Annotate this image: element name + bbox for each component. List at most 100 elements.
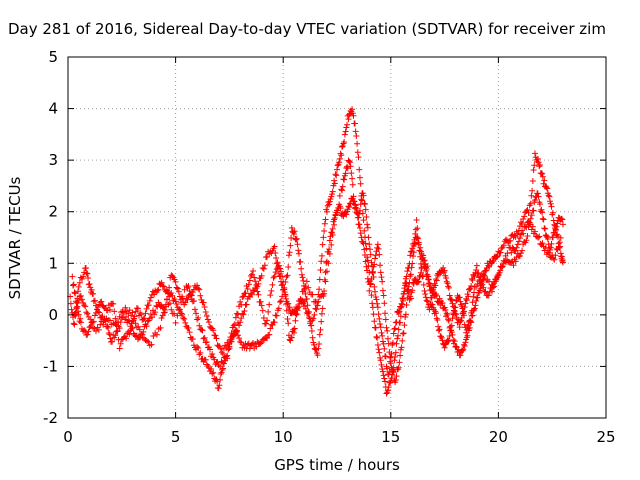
data-point	[391, 325, 398, 332]
data-point	[342, 128, 349, 135]
data-point	[361, 200, 368, 207]
data-point	[281, 284, 288, 291]
data-point	[390, 330, 397, 337]
data-point	[106, 317, 113, 324]
data-point	[469, 312, 476, 319]
data-point	[363, 263, 370, 270]
data-point	[462, 300, 469, 307]
data-point	[292, 317, 299, 324]
data-point	[316, 294, 323, 301]
data-point	[519, 227, 526, 234]
data-point	[529, 177, 536, 184]
data-point	[535, 159, 542, 166]
data-point	[315, 298, 322, 305]
data-point	[187, 291, 194, 298]
data-point	[381, 375, 388, 382]
data-point	[312, 305, 319, 312]
data-point	[116, 345, 123, 352]
data-point	[443, 313, 450, 320]
data-point	[91, 297, 98, 304]
data-point	[397, 303, 404, 310]
data-point	[500, 242, 507, 249]
data-point	[241, 308, 248, 315]
data-point	[243, 301, 250, 308]
data-point	[449, 315, 456, 322]
data-point	[138, 331, 145, 338]
data-point	[258, 272, 265, 279]
data-point	[317, 266, 324, 273]
data-point	[104, 323, 111, 330]
data-point	[444, 280, 451, 287]
data-point	[221, 354, 228, 361]
data-point	[255, 280, 262, 287]
data-point	[83, 270, 90, 277]
data-point	[267, 292, 274, 299]
data-point	[173, 284, 180, 291]
data-point	[75, 297, 82, 304]
data-point	[361, 227, 368, 234]
data-point	[283, 273, 290, 280]
data-point	[155, 286, 162, 293]
data-point	[326, 246, 333, 253]
data-point	[470, 293, 477, 300]
data-point	[439, 299, 446, 306]
data-point	[356, 221, 363, 228]
data-point	[384, 387, 391, 394]
data-point	[473, 262, 480, 269]
data-point	[359, 210, 366, 217]
data-point	[316, 286, 323, 293]
data-point	[424, 298, 431, 305]
data-point	[106, 331, 113, 338]
data-point	[345, 203, 352, 210]
data-point	[323, 208, 330, 215]
data-point	[279, 293, 286, 300]
data-point	[423, 297, 430, 304]
data-point	[219, 350, 226, 357]
data-point	[444, 311, 451, 318]
data-point	[302, 283, 309, 290]
data-point	[407, 272, 414, 279]
data-point	[303, 295, 310, 302]
data-point	[298, 265, 305, 272]
data-point	[326, 201, 333, 208]
data-point	[168, 290, 175, 297]
data-point	[84, 331, 91, 338]
data-point	[398, 300, 405, 307]
data-point	[404, 268, 411, 275]
data-point	[374, 334, 381, 341]
data-point	[288, 224, 295, 231]
data-point	[395, 364, 402, 371]
data-point	[128, 325, 135, 332]
data-point	[425, 273, 432, 280]
data-point	[276, 265, 283, 272]
data-point	[308, 322, 315, 329]
data-point	[319, 291, 326, 298]
data-point	[465, 322, 472, 329]
data-point	[261, 262, 268, 269]
data-point	[286, 249, 293, 256]
data-point	[435, 271, 442, 278]
data-point	[557, 234, 564, 241]
data-point	[255, 291, 262, 298]
data-point	[290, 329, 297, 336]
data-point	[174, 312, 181, 319]
data-point	[371, 283, 378, 290]
data-point	[479, 281, 486, 288]
data-point	[370, 273, 377, 280]
data-point	[321, 290, 328, 297]
data-point	[88, 286, 95, 293]
data-point	[468, 307, 475, 314]
data-point	[348, 170, 355, 177]
data-point	[77, 315, 84, 322]
data-point	[99, 313, 106, 320]
data-point	[387, 379, 394, 386]
data-point	[381, 345, 388, 352]
data-point	[193, 310, 200, 317]
plot-area	[67, 106, 566, 397]
data-point	[306, 314, 313, 321]
data-point	[532, 194, 539, 201]
data-point	[520, 215, 527, 222]
data-point	[531, 228, 538, 235]
data-point	[275, 305, 282, 312]
data-point	[148, 341, 155, 348]
